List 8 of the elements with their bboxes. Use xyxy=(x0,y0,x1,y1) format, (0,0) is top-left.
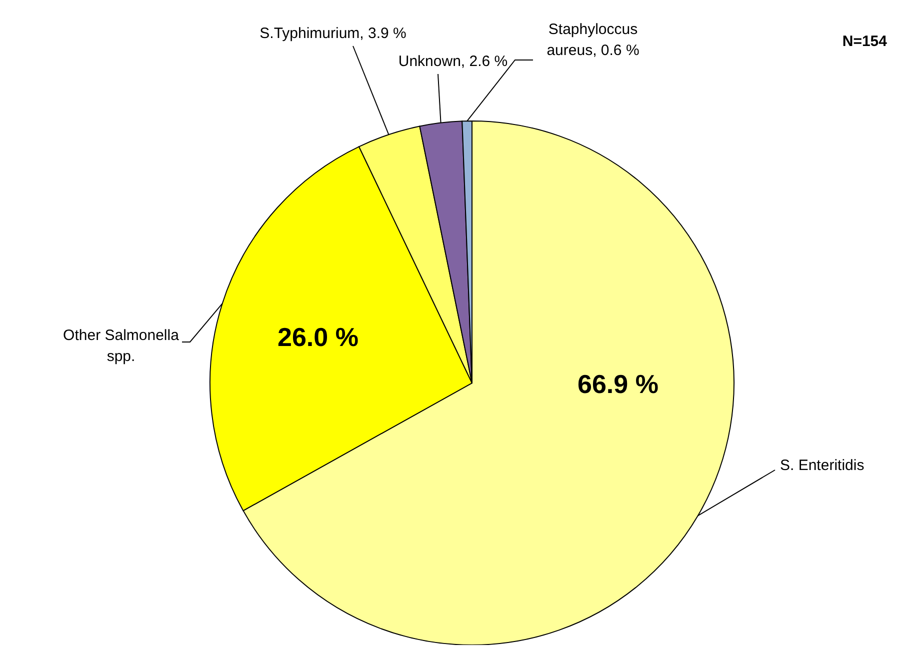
slice-label: Staphyloccus aureus, 0.6 % xyxy=(546,21,640,59)
text: N=154 xyxy=(842,33,888,50)
data-label: 26.0 % xyxy=(278,322,358,352)
slice-label: S.Typhimurium, 3.9 % xyxy=(260,25,406,42)
slice-label: S. Enteritidis xyxy=(780,457,864,474)
data-label: 66.9 % xyxy=(578,369,658,399)
slice-label: Other Salmonella spp. xyxy=(63,327,180,365)
slice-label: Unknown, 2.6 % xyxy=(398,53,508,70)
